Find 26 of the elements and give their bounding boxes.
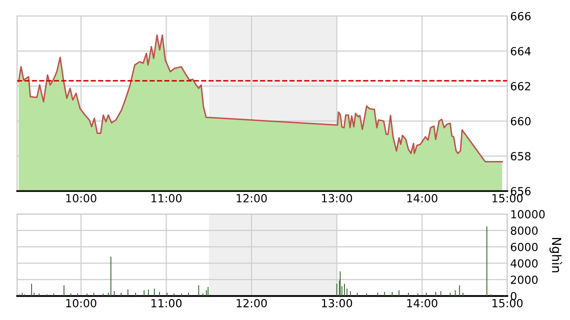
y-tick-label: 664: [510, 46, 531, 56]
x-tick-label: 14:00: [407, 194, 438, 202]
x-tick-label: 13:00: [322, 194, 352, 202]
x-tick-label: 14:00: [407, 298, 438, 308]
x-tick-label: 15:00: [492, 298, 523, 308]
x-tick-label: 10:00: [66, 194, 96, 202]
y-tick-label: 8000: [510, 226, 538, 235]
x-tick-label: 10:00: [66, 298, 96, 308]
y-tick-label: 658: [510, 152, 531, 160]
y-tick-label: 2000: [510, 276, 538, 284]
line-series: [18, 34, 503, 162]
y-tick-label: 666: [510, 12, 531, 20]
y-tick-label: 660: [510, 117, 531, 126]
y-tick-label: 662: [510, 82, 530, 90]
x-tick-label: 12:00: [236, 298, 267, 308]
x-tick-label: 13:00: [322, 298, 352, 308]
x-tick-label: 15:00: [492, 194, 523, 202]
y-tick-label: 10000: [511, 210, 545, 218]
x-tick-label: 11:00: [152, 194, 182, 202]
y-tick-label: 0: [510, 292, 516, 300]
y-axis-title: Nghìn: [549, 238, 562, 272]
y-tick-label: 4000: [510, 259, 538, 268]
x-tick-label: 11:00: [152, 298, 182, 308]
y-tick-label: 6000: [510, 242, 538, 252]
x-tick-label: 12:00: [236, 194, 267, 202]
y-tick-label: 656: [510, 187, 531, 196]
